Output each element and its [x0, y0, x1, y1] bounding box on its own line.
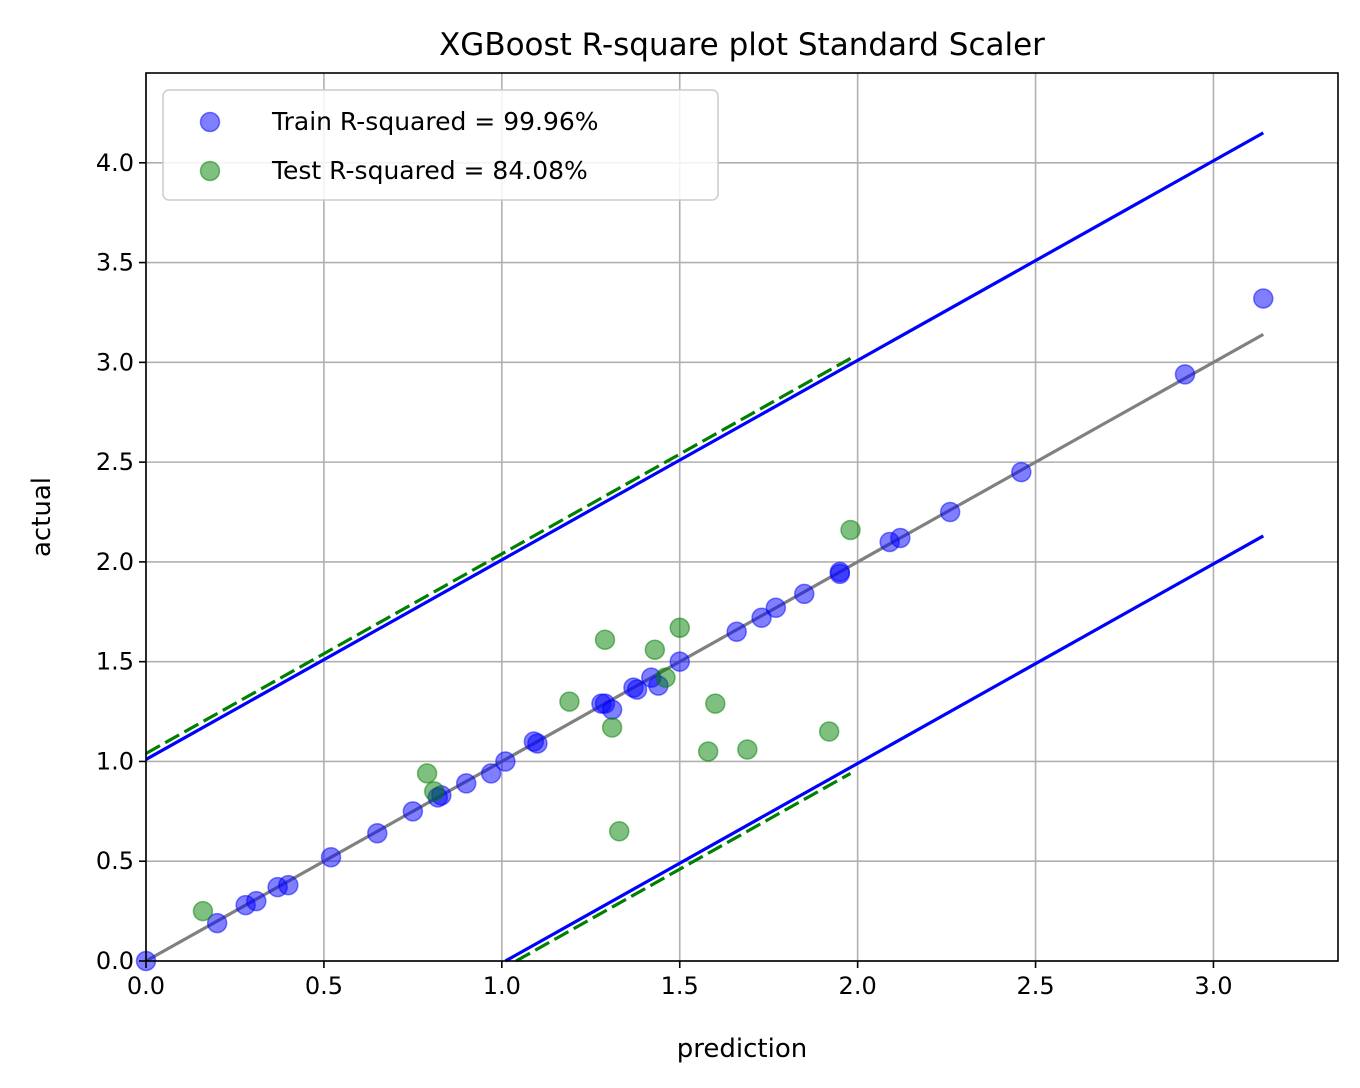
- test-band-line: [145, 356, 852, 755]
- scatter-points: [135, 288, 1274, 972]
- x-tick-label: 3.0: [1194, 972, 1232, 1000]
- y-tick-label: 4.0: [96, 149, 134, 177]
- test-point: [697, 741, 719, 762]
- grid-lines: [145, 73, 1338, 962]
- test-point: [608, 821, 630, 842]
- train-point: [751, 607, 772, 629]
- y-tick-label: 2.5: [96, 448, 134, 476]
- train-point: [890, 527, 911, 549]
- plot-frame: [145, 72, 1339, 962]
- test-band-line: [515, 772, 852, 963]
- train-point: [480, 763, 502, 784]
- x-axis-label: prediction: [677, 1034, 807, 1064]
- train-point: [626, 679, 648, 700]
- y-tick-label: 0.0: [96, 947, 134, 975]
- axis-ticks: 0.0 0.5 1.0 1.5 2.0 2.5 3.0 0.0 0.5 1.0 1.5 2.0 2.5 3…: [96, 149, 1233, 1000]
- reference-line: [145, 333, 1265, 963]
- train-point: [726, 621, 747, 642]
- train-point: [495, 751, 516, 772]
- test-point: [737, 739, 758, 760]
- train-point: [278, 874, 299, 896]
- train-point: [1253, 288, 1274, 309]
- x-tick-label: 2.0: [839, 972, 877, 1000]
- legend-marker-train: [199, 111, 221, 133]
- test-point: [416, 763, 438, 784]
- train-point: [794, 583, 815, 605]
- x-tick-label: 1.5: [661, 972, 699, 1000]
- train-point: [829, 563, 851, 585]
- train-point: [455, 773, 477, 794]
- test-point: [840, 519, 861, 541]
- y-tick-label: 3.5: [96, 249, 134, 277]
- train-point: [939, 501, 961, 523]
- test-point: [705, 693, 726, 714]
- y-tick-label: 1.0: [96, 747, 134, 775]
- test-point: [669, 617, 690, 639]
- y-tick-label: 0.5: [96, 847, 134, 875]
- legend-label-train: Train R-squared = 99.96%: [271, 107, 599, 136]
- train-point: [320, 846, 342, 868]
- train-point: [765, 597, 787, 619]
- train-point: [367, 823, 388, 844]
- x-tick-label: 2.5: [1016, 972, 1054, 1000]
- y-axis-label: actual: [27, 477, 57, 557]
- test-point: [818, 721, 840, 742]
- train-point: [402, 801, 424, 822]
- train-band-line: [504, 534, 1265, 963]
- test-point: [423, 781, 445, 802]
- train-point: [669, 651, 690, 672]
- y-tick-label: 2.0: [96, 548, 134, 576]
- x-tick-label: 0.5: [305, 972, 343, 1000]
- train-point: [1011, 461, 1032, 483]
- train-point: [1174, 364, 1196, 385]
- train-point: [527, 733, 548, 754]
- legend: Train R-squared = 99.96% Test R-squared …: [162, 89, 719, 201]
- x-tick-label: 1.0: [483, 972, 521, 1000]
- test-point: [601, 717, 623, 738]
- train-point: [246, 890, 267, 912]
- legend-box: [162, 89, 719, 201]
- y-tick-label: 1.5: [96, 648, 134, 676]
- test-point: [644, 639, 666, 660]
- legend-label-test: Test R-squared = 84.08%: [271, 156, 588, 185]
- train-band-line: [145, 131, 1265, 761]
- train-point: [206, 912, 228, 934]
- test-point: [594, 629, 616, 650]
- test-point: [559, 691, 580, 712]
- legend-marker-test: [199, 160, 221, 182]
- train-point: [601, 699, 623, 720]
- test-point: [655, 667, 676, 688]
- band-lines: [145, 131, 1265, 963]
- test-point: [192, 900, 214, 922]
- x-tick-label: 0.0: [127, 972, 165, 1000]
- y-tick-label: 3.0: [96, 348, 134, 376]
- chart-title: XGBoost R-square plot Standard Scaler: [439, 27, 1045, 63]
